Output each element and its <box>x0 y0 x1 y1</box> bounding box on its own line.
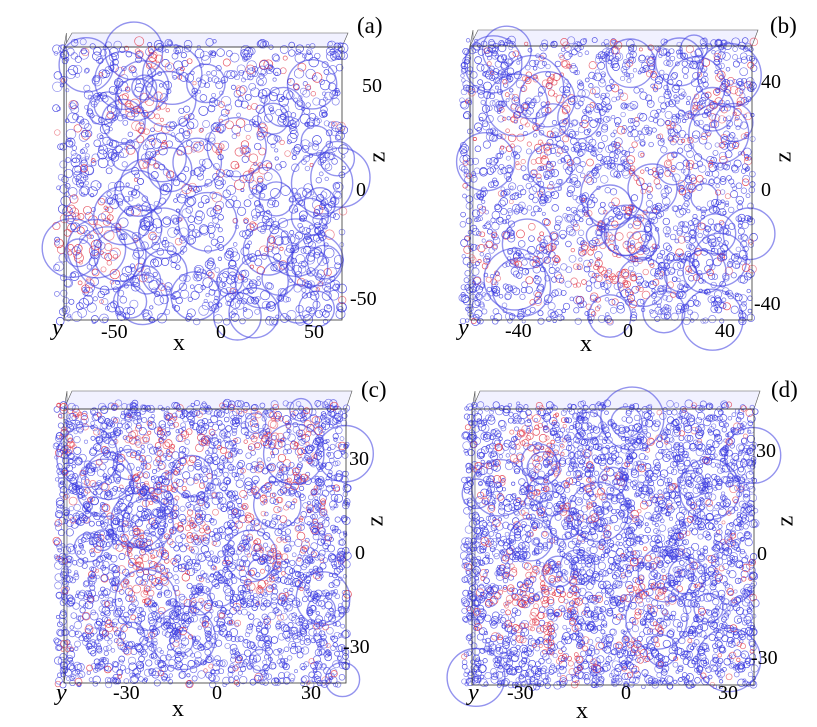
z-tick-label: -30 <box>751 647 778 669</box>
z-tick-label: 0 <box>356 179 366 201</box>
x-axis-label: x <box>580 331 592 357</box>
cube-front-frame <box>63 46 343 321</box>
x-tick-label: 0 <box>621 682 631 704</box>
panel-label: (a) <box>357 13 383 38</box>
cube-front-frame <box>471 408 755 686</box>
panel-label: (d) <box>771 377 798 402</box>
x-tick-label: -30 <box>113 682 140 704</box>
z-tick-label: 40 <box>761 71 781 93</box>
y-axis-label: y <box>52 315 63 341</box>
z-axis-label: z <box>770 151 797 163</box>
x-tick-label: 30 <box>301 682 321 704</box>
cell-network <box>455 25 776 351</box>
z-tick-label: 0 <box>355 542 365 564</box>
x-axis-label: x <box>172 696 184 722</box>
x-tick-label: 0 <box>212 682 222 704</box>
x-tick-label: -40 <box>505 320 532 342</box>
x-tick-label: 30 <box>718 682 738 704</box>
x-tick-label: 0 <box>623 320 633 342</box>
y-axis-label: y <box>56 680 67 706</box>
panel-a: (a) 50 0 -50 z -50 0 50 x y <box>0 0 408 363</box>
cell-network <box>446 386 782 707</box>
cube-top-face <box>471 390 761 410</box>
foam-cube-render <box>52 390 374 698</box>
z-tick-label: 30 <box>756 440 776 462</box>
y-axis-label: y <box>458 315 469 341</box>
panel-b: (b) 40 0 -40 z -40 0 40 x y <box>408 0 817 363</box>
foam-cube-render <box>455 25 776 351</box>
cell-network <box>41 21 371 341</box>
z-tick-label: -50 <box>350 288 377 310</box>
z-axis-label: z <box>364 151 391 163</box>
foam-cube-render <box>446 386 782 707</box>
z-tick-label: 0 <box>761 179 771 201</box>
panel-c: (c) 30 0 -30 z -30 0 30 x y <box>0 363 408 727</box>
z-axis-label: z <box>772 515 799 527</box>
cell-network <box>52 397 374 698</box>
x-tick-label: -30 <box>507 682 534 704</box>
x-tick-label: -50 <box>101 321 128 343</box>
x-tick-label: 50 <box>304 321 324 343</box>
x-axis-label: x <box>576 698 588 724</box>
x-tick-label: 40 <box>715 320 735 342</box>
z-tick-label: 0 <box>757 543 767 565</box>
cube-front-frame <box>63 408 347 684</box>
cube-front-frame <box>469 45 753 321</box>
panel-label: (b) <box>770 13 797 38</box>
panel-d: (d) 30 0 -30 z -30 0 30 x y <box>408 363 817 727</box>
z-tick-label: 30 <box>349 448 369 470</box>
x-axis-label: x <box>173 330 185 356</box>
foam-cube-render <box>41 21 371 341</box>
z-axis-label: z <box>362 515 389 527</box>
z-tick-label: -40 <box>754 293 781 315</box>
z-tick-label: 50 <box>362 75 382 97</box>
z-tick-label: -30 <box>343 636 370 658</box>
x-tick-label: 0 <box>216 321 226 343</box>
y-axis-label: y <box>468 680 479 706</box>
panel-label: (c) <box>361 377 387 402</box>
